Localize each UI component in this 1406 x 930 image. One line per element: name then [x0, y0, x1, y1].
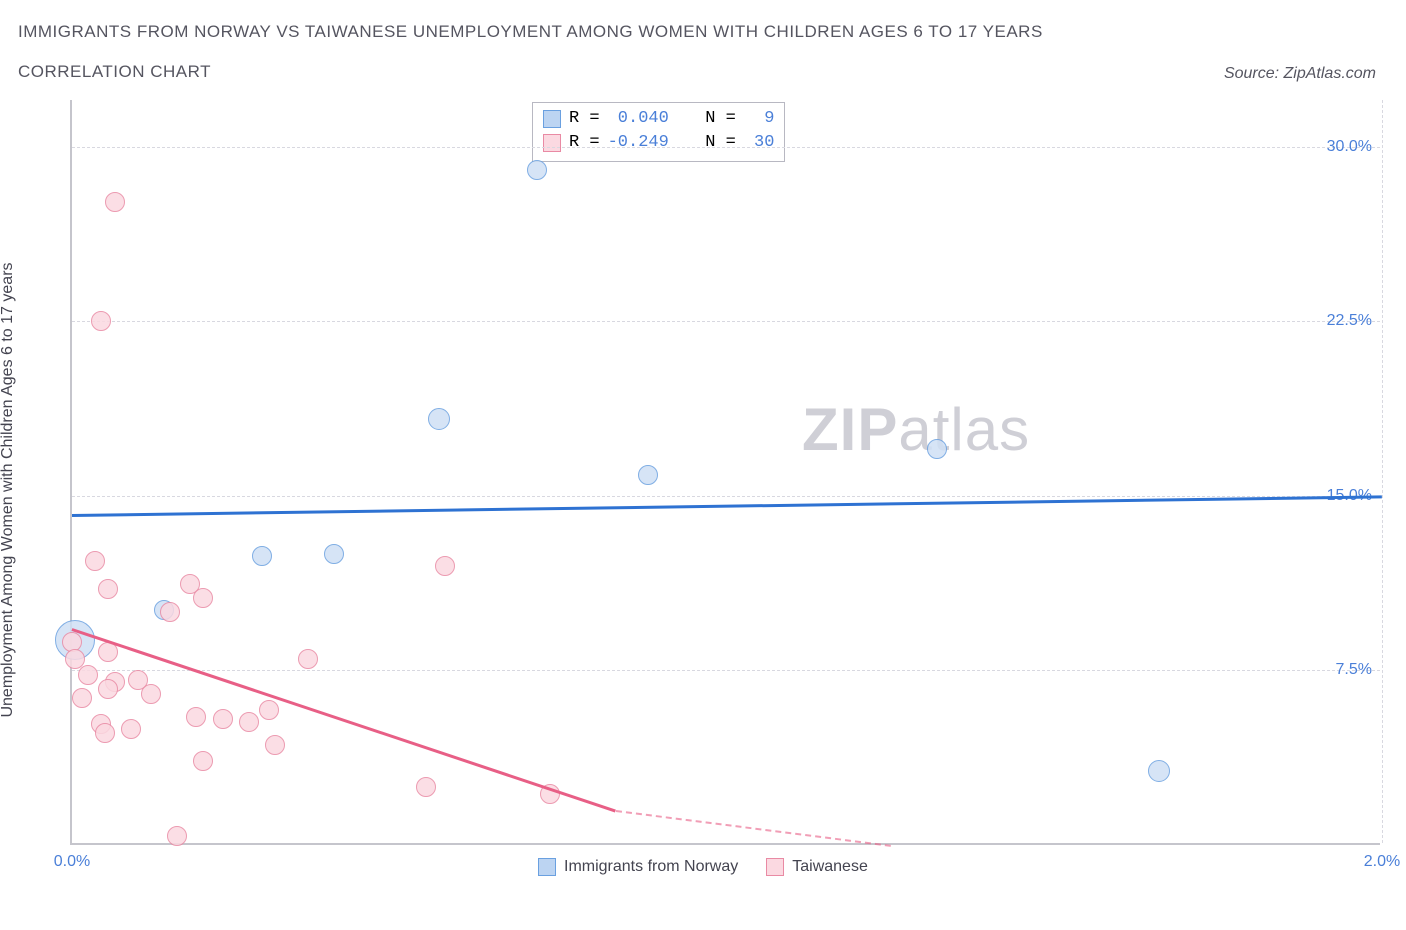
- data-point-norway: [1148, 760, 1170, 782]
- r-value-taiwanese: -0.249: [608, 131, 669, 155]
- data-point-taiwanese: [186, 707, 206, 727]
- swatch-taiwanese: [766, 858, 784, 876]
- data-point-taiwanese: [128, 670, 148, 690]
- data-point-norway: [324, 544, 344, 564]
- gridline-h: [72, 321, 1380, 322]
- trend-line-taiwanese: [72, 629, 616, 813]
- data-point-norway: [252, 546, 272, 566]
- series-legend: Immigrants from Norway Taiwanese: [538, 858, 868, 876]
- swatch-norway: [538, 858, 556, 876]
- data-point-norway: [927, 439, 947, 459]
- data-point-taiwanese: [98, 679, 118, 699]
- stats-row-norway: R = 0.040 N = 9: [543, 107, 774, 131]
- r-label: R =: [569, 107, 600, 131]
- data-point-taiwanese: [105, 192, 125, 212]
- source-attribution: Source: ZipAtlas.com: [1224, 65, 1376, 83]
- gridline-h: [72, 496, 1380, 497]
- plot-area: ZIPatlas R = 0.040 N = 9 R = -0.249 N = …: [70, 100, 1380, 845]
- x-tick-label: 2.0%: [1364, 853, 1400, 871]
- x-tick-label: 0.0%: [54, 853, 90, 871]
- n-value-norway: 9: [744, 107, 775, 131]
- y-tick-label: 30.0%: [1327, 138, 1372, 156]
- data-point-norway: [428, 408, 450, 430]
- data-point-taiwanese: [239, 712, 259, 732]
- data-point-taiwanese: [121, 719, 141, 739]
- data-point-taiwanese: [213, 709, 233, 729]
- data-point-taiwanese: [265, 735, 285, 755]
- watermark: ZIPatlas: [802, 395, 1030, 464]
- data-point-taiwanese: [160, 602, 180, 622]
- data-point-taiwanese: [167, 826, 187, 846]
- watermark-bold: ZIP: [802, 396, 898, 463]
- data-point-norway: [638, 465, 658, 485]
- page-title-line2: CORRELATION CHART: [18, 62, 211, 82]
- r-value-norway: 0.040: [608, 107, 669, 131]
- data-point-taiwanese: [416, 777, 436, 797]
- data-point-taiwanese: [78, 665, 98, 685]
- legend-label: Taiwanese: [792, 858, 868, 876]
- data-point-taiwanese: [193, 588, 213, 608]
- legend-item-norway: Immigrants from Norway: [538, 858, 738, 876]
- swatch-norway: [543, 110, 561, 128]
- data-point-taiwanese: [259, 700, 279, 720]
- stats-row-taiwanese: R = -0.249 N = 30: [543, 131, 774, 155]
- data-point-taiwanese: [298, 649, 318, 669]
- data-point-taiwanese: [72, 688, 92, 708]
- gridline-h: [72, 147, 1380, 148]
- correlation-chart: Unemployment Among Women with Children A…: [18, 100, 1388, 880]
- n-value-taiwanese: 30: [744, 131, 775, 155]
- data-point-taiwanese: [85, 551, 105, 571]
- data-point-taiwanese: [193, 751, 213, 771]
- data-point-norway: [527, 160, 547, 180]
- stats-legend: R = 0.040 N = 9 R = -0.249 N = 30: [532, 102, 785, 162]
- watermark-light: atlas: [898, 396, 1030, 463]
- legend-label: Immigrants from Norway: [564, 858, 738, 876]
- y-tick-label: 7.5%: [1336, 661, 1372, 679]
- n-label: N =: [705, 131, 736, 155]
- data-point-taiwanese: [98, 579, 118, 599]
- gridline-h: [72, 670, 1380, 671]
- swatch-taiwanese: [543, 134, 561, 152]
- data-point-taiwanese: [435, 556, 455, 576]
- gridline-v: [1382, 100, 1383, 843]
- data-point-taiwanese: [95, 723, 115, 743]
- trend-line-norway: [72, 496, 1382, 517]
- y-tick-label: 22.5%: [1327, 312, 1372, 330]
- r-label: R =: [569, 131, 600, 155]
- y-axis-label: Unemployment Among Women with Children A…: [0, 262, 17, 717]
- legend-item-taiwanese: Taiwanese: [766, 858, 868, 876]
- n-label: N =: [705, 107, 736, 131]
- page-title-line1: IMMIGRANTS FROM NORWAY VS TAIWANESE UNEM…: [18, 22, 1043, 42]
- trend-line-dash-taiwanese: [616, 810, 891, 847]
- data-point-taiwanese: [91, 311, 111, 331]
